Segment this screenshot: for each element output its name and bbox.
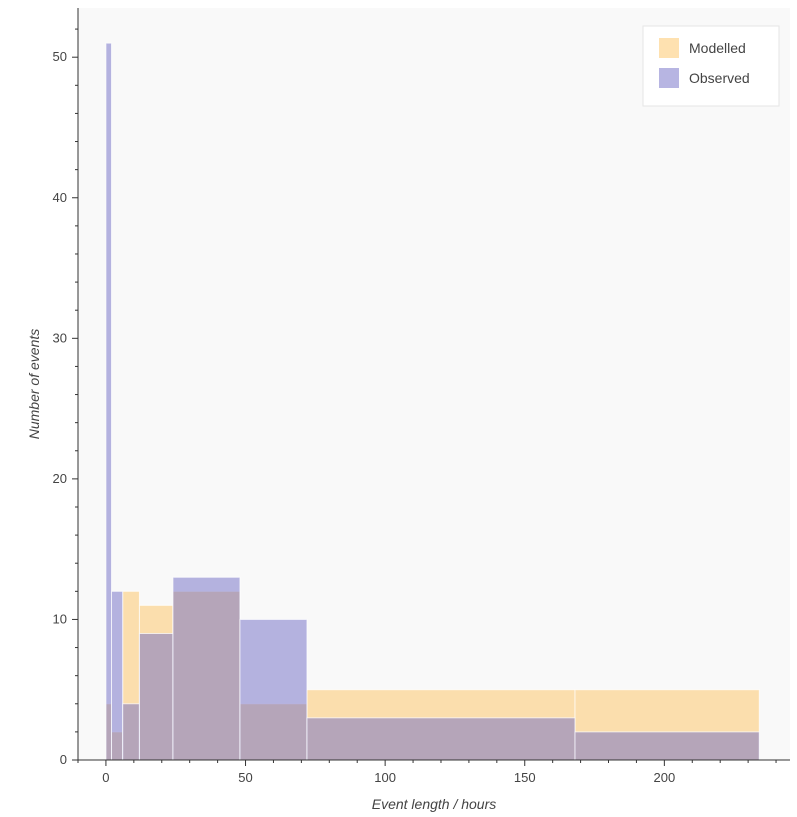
legend: Modelled Observed <box>642 25 780 107</box>
bar-observed-4 <box>172 576 241 761</box>
legend-swatch-modelled <box>659 38 679 58</box>
bar-observed-6 <box>306 717 576 761</box>
y-tick-label-20: 20 <box>53 471 67 486</box>
y-axis-label: Number of events <box>26 329 42 440</box>
bars-layer <box>105 42 760 761</box>
legend-label-observed: Observed <box>689 70 750 86</box>
y-tick-label-0: 0 <box>60 752 67 767</box>
x-axis-label: Event length / hours <box>372 796 497 812</box>
axes-layer: 0 10 20 30 40 50 0 50 100 150 200 <box>53 8 790 785</box>
bar-observed-2 <box>122 703 140 761</box>
y-tick-label-50: 50 <box>53 49 67 64</box>
y-tick-label-10: 10 <box>53 611 67 626</box>
y-tick-label-30: 30 <box>53 330 67 345</box>
legend-swatch-observed <box>659 68 679 88</box>
x-tick-label-0: 0 <box>102 770 109 785</box>
bar-observed-3 <box>138 632 174 761</box>
x-tick-label-200: 200 <box>654 770 676 785</box>
x-tick-label-50: 50 <box>238 770 252 785</box>
bar-observed-5 <box>239 618 308 761</box>
bar-observed-1 <box>111 590 124 761</box>
bar-observed-7 <box>574 731 760 761</box>
x-tick-label-150: 150 <box>514 770 536 785</box>
y-tick-label-40: 40 <box>53 190 67 205</box>
legend-label-modelled: Modelled <box>689 40 746 56</box>
x-tick-label-100: 100 <box>374 770 396 785</box>
bar-observed-0 <box>105 42 113 761</box>
